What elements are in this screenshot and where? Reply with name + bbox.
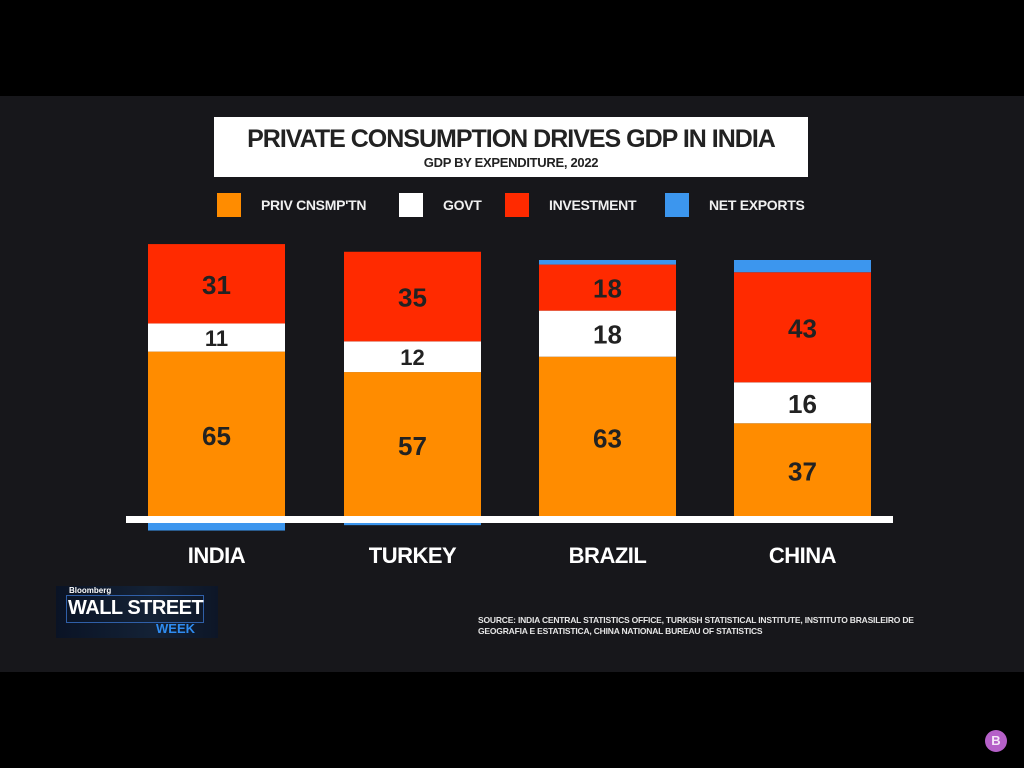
bar-segment-govt-china	[734, 382, 871, 424]
legend-item-net-exports: NET EXPORTS	[665, 193, 805, 217]
bar-segment-priv-india	[148, 351, 285, 518]
bar-segment-priv-turkey	[344, 372, 481, 518]
source-note: SOURCE: INDIA CENTRAL STATISTICS OFFICE,…	[478, 615, 914, 636]
data-label-investment-brazil: 18	[593, 274, 622, 304]
legend-label: NET EXPORTS	[709, 197, 805, 213]
legend-swatch-investment	[505, 193, 529, 217]
bar-segment-priv-brazil	[539, 356, 676, 518]
legend-label: PRIV CNSMP'TN	[261, 197, 367, 213]
logo-brand: Bloomberg	[69, 586, 112, 595]
legend-item-priv: PRIV CNSMP'TN	[217, 193, 367, 217]
bar-segment-priv-china	[734, 423, 871, 518]
data-label-priv-china: 37	[788, 457, 817, 487]
category-label-india: INDIA	[188, 543, 246, 568]
data-label-govt-india: 11	[205, 326, 228, 351]
bar-segment-govt-india	[148, 323, 285, 352]
bar-segment-govt-brazil	[539, 310, 676, 357]
bar-segment-investment-india	[148, 244, 285, 324]
baseline	[126, 516, 893, 523]
app-badge-icon[interactable]: B	[985, 730, 1007, 752]
data-label-investment-india: 31	[202, 270, 231, 300]
bar-segment-investment-brazil	[539, 264, 676, 311]
logo-sub: WEEK	[156, 621, 195, 636]
data-label-priv-india: 65	[202, 421, 231, 451]
category-label-brazil: BRAZIL	[569, 543, 647, 568]
bar-segment-investment-turkey	[344, 251, 481, 342]
category-label-china: CHINA	[769, 543, 837, 568]
title-box: PRIVATE CONSUMPTION DRIVES GDP IN INDIA …	[214, 117, 808, 177]
chart-subtitle: GDP BY EXPENDITURE, 2022	[423, 155, 599, 170]
data-label-priv-turkey: 57	[398, 431, 427, 461]
legend-item-govt: GOVT	[399, 193, 482, 217]
data-label-govt-turkey: 12	[400, 345, 424, 370]
data-label-investment-china: 43	[788, 313, 817, 343]
category-label-turkey: TURKEY	[369, 543, 457, 568]
logo-frame	[66, 595, 204, 623]
legend-swatch-net-exports	[665, 193, 689, 217]
data-label-govt-china: 16	[788, 389, 817, 419]
legend-item-investment: INVESTMENT	[505, 193, 637, 217]
legend-swatch-govt	[399, 193, 423, 217]
legend-label: INVESTMENT	[549, 197, 637, 213]
bar-segment-investment-china	[734, 272, 871, 383]
bar-segment-net-exports-china	[734, 260, 871, 273]
data-label-govt-brazil: 18	[593, 320, 622, 350]
bar-segment-net-exports-brazil	[539, 260, 676, 265]
data-label-priv-brazil: 63	[593, 423, 622, 453]
data-label-investment-turkey: 35	[398, 283, 427, 313]
badge-letter: B	[991, 733, 1001, 748]
chart-title: PRIVATE CONSUMPTION DRIVES GDP IN INDIA	[247, 125, 776, 153]
legend-swatch-priv	[217, 193, 241, 217]
legend-label: GOVT	[443, 197, 482, 213]
bar-segment-govt-turkey	[344, 341, 481, 373]
wall-street-week-logo: Bloomberg WALL STREET WEEK	[56, 586, 218, 638]
logo-main: WALL STREET	[68, 597, 204, 619]
